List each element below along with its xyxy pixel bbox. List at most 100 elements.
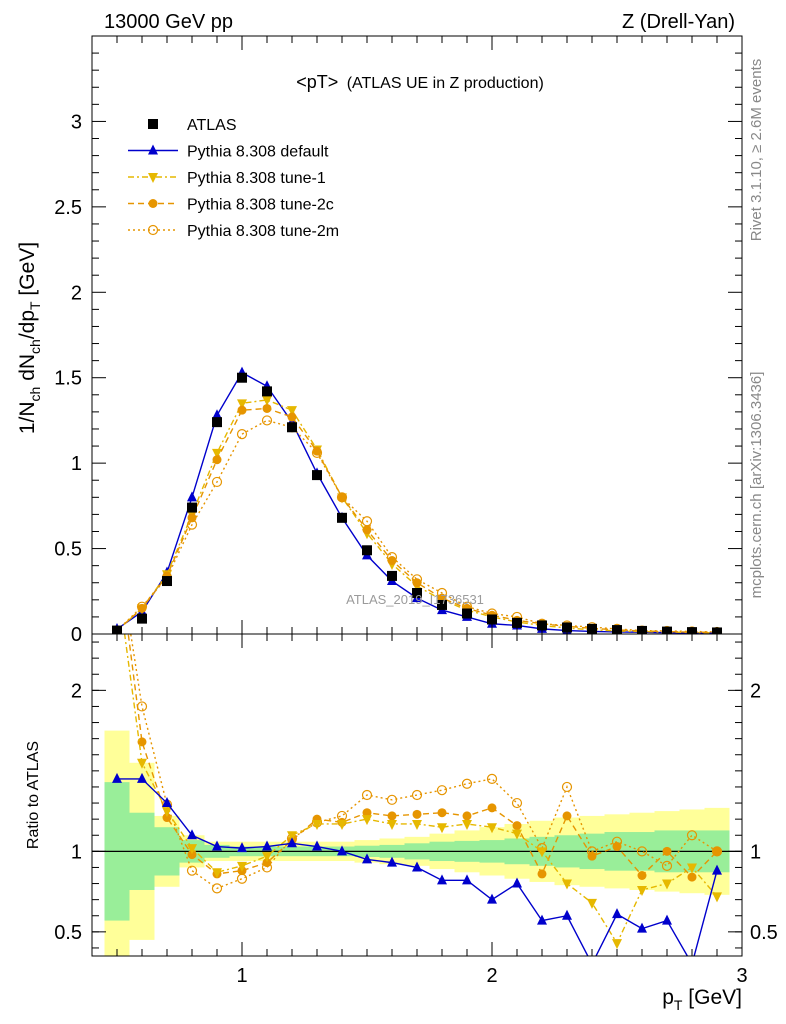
chart-title-sub: (ATLAS UE in Z production) [347, 75, 544, 92]
ratio-point-pythia-8-308-default [512, 877, 522, 888]
point-pythia-8-308-tune-2c [212, 455, 222, 465]
point-atlas [412, 587, 422, 598]
x-axis-label-unit: [GeV] [682, 986, 742, 1009]
x-tick-label: 1 [236, 965, 247, 987]
ratio-point-pythia-8-308-tune-1 [462, 819, 472, 830]
ratio-point-pythia-8-308-tune-2c [587, 851, 597, 861]
ratio-tick-label-right: 2 [750, 680, 761, 702]
point-atlas [537, 620, 547, 631]
ratio-point-pythia-8-308-tune-2m [461, 778, 473, 789]
legend-label-pythia-8-308-tune-2c: Pythia 8.308 tune-2c [187, 197, 334, 214]
ratio-point-pythia-8-308-default [487, 893, 497, 904]
legend-label-pythia-8-308-default: Pythia 8.308 default [187, 144, 329, 161]
ratio-uncertainty-bands [104, 730, 730, 956]
ratio-axis-label: Ratio to ATLAS [25, 741, 42, 849]
ratio-point-pythia-8-308-default [587, 958, 597, 968]
ratio-point-pythia-8-308-tune-2c [512, 821, 522, 831]
x-axis-label-sub: T [674, 997, 683, 1013]
ratio-point-pythia-8-308-tune-2m [386, 794, 398, 805]
ratio-point-pythia-8-308-tune-1 [137, 758, 147, 769]
y-axis-label: 1/Nch dNch/dpT [GeV] [16, 242, 43, 434]
point-pythia-8-308-tune-1 [287, 406, 297, 417]
ratio-point-pythia-8-308-tune-2m [361, 789, 373, 801]
y-tick-label: 2 [71, 282, 82, 304]
chart-series [92, 366, 742, 968]
y-tick-label: 2.5 [54, 197, 82, 219]
point-pythia-8-308-tune-1 [262, 395, 272, 406]
ratio-point-pythia-8-308-default [337, 845, 347, 856]
ratio-point-pythia-8-308-tune-1 [612, 939, 622, 950]
point-atlas [287, 422, 297, 433]
point-atlas [437, 599, 447, 610]
ratio-point-pythia-8-308-tune-2m [211, 883, 223, 894]
point-pythia-8-308-tune-2m [386, 552, 398, 563]
legend-marker-pythia-8-308-tune-2c [148, 199, 158, 208]
x-axis-label-main: p [662, 986, 674, 1009]
ratio-point-pythia-8-308-tune-2c [462, 811, 472, 821]
ratio-point-pythia-8-308-default [112, 772, 122, 783]
ratio-point-pythia-8-308-tune-2m [236, 873, 248, 884]
ratio-point-pythia-8-308-default [387, 856, 397, 867]
ratio-point-pythia-8-308-tune-1 [512, 829, 522, 840]
ratio-tick-label: 0.5 [54, 922, 82, 944]
ratio-point-pythia-8-308-tune-2c [687, 872, 697, 882]
ratio-point-pythia-8-308-tune-2c [662, 846, 672, 856]
ratio-point-pythia-8-308-tune-1 [637, 885, 647, 896]
ratio-point-pythia-8-308-default [287, 837, 297, 848]
series-line-pythia-8-308-tune-2m [116, 419, 718, 633]
ratio-tick-label-right: 1 [750, 841, 761, 863]
y-tick-label: 1 [71, 453, 82, 475]
ratio-point-pythia-8-308-tune-2m [113, 541, 122, 550]
ratio-panel-frame [91, 633, 743, 957]
ratio-point-pythia-8-308-tune-1 [537, 847, 547, 858]
ratio-point-pythia-8-308-tune-2m [561, 781, 573, 793]
ratio-point-pythia-8-308-tune-1 [712, 892, 722, 903]
ratio-point-pythia-8-308-default [462, 874, 472, 885]
point-atlas [462, 608, 472, 619]
y-tick-label: 1.5 [54, 368, 82, 390]
ratio-panel-series [92, 541, 742, 968]
ratio-point-pythia-8-308-default [162, 797, 172, 808]
ratio-point-pythia-8-308-tune-2c [712, 846, 722, 856]
point-atlas [187, 502, 197, 513]
point-atlas [362, 545, 372, 556]
point-atlas [212, 417, 222, 428]
legend-marker-pythia-8-308-tune-1 [148, 173, 158, 183]
ratio-point-pythia-8-308-tune-2c [262, 858, 272, 868]
point-atlas [237, 372, 247, 383]
ratio-tick-label-right: 0.5 [750, 922, 778, 944]
chart-title: <pT> (ATLAS UE in Z production) [296, 72, 544, 92]
ratio-point-pythia-8-308-default [137, 772, 147, 783]
ratio-point-pythia-8-308-default [237, 842, 247, 853]
ratio-point-pythia-8-308-tune-1 [387, 819, 397, 830]
ratio-point-pythia-8-308-tune-1 [337, 819, 347, 830]
point-pythia-8-308-tune-2m [411, 574, 423, 585]
point-atlas [262, 386, 272, 397]
ratio-point-pythia-8-308-default [537, 914, 547, 925]
ratio-point-pythia-8-308-tune-2c [437, 808, 447, 818]
ratio-point-pythia-8-308-default [312, 840, 322, 851]
ratio-point-pythia-8-308-tune-1 [287, 831, 297, 842]
ratio-point-pythia-8-308-tune-2c [562, 811, 572, 821]
point-pythia-8-308-tune-2m [311, 447, 323, 458]
point-pythia-8-308-tune-2m [236, 428, 248, 440]
ratio-point-pythia-8-308-tune-2c [162, 813, 172, 823]
ratio-point-pythia-8-308-tune-2m [186, 865, 198, 876]
y-tick-label: 0 [71, 624, 82, 646]
ratio-point-pythia-8-308-tune-1 [587, 898, 597, 909]
watermark: ATLAS_2019_I1736531 [346, 592, 484, 607]
chart-axes: 1 2 300.511.522.530.5 0.51 12 2 [54, 35, 778, 987]
ratio-point-pythia-8-308-tune-2m [411, 789, 423, 801]
ratio-point-pythia-8-308-default [612, 908, 622, 919]
point-atlas [312, 470, 322, 481]
point-atlas [137, 613, 147, 624]
point-atlas [512, 617, 522, 628]
ratio-point-pythia-8-308-tune-1 [687, 863, 697, 874]
point-pythia-8-308-default [187, 491, 197, 502]
ratio-point-pythia-8-308-tune-2c [537, 869, 547, 879]
legend-marker-pythia-8-308-tune-2m [147, 224, 159, 236]
point-atlas [487, 614, 497, 625]
point-pythia-8-308-tune-2c [262, 403, 272, 413]
point-pythia-8-308-tune-2c [362, 525, 372, 535]
